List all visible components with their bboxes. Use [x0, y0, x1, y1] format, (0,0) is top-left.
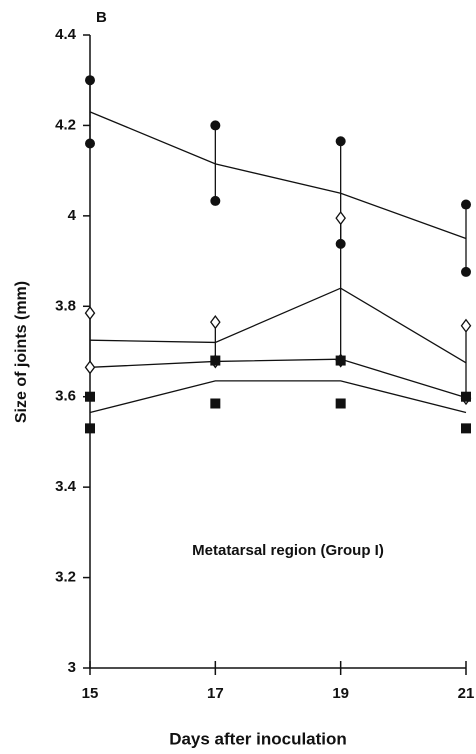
point: [210, 355, 221, 366]
series-line: [89, 380, 467, 414]
y-tick-label: 3.4: [55, 478, 77, 495]
annotation: Metatarsal region (Group I): [192, 542, 384, 559]
point: [210, 315, 221, 330]
y-tick-label: 3.8: [55, 297, 76, 314]
point: [210, 195, 221, 206]
x-tick-label: 17: [207, 685, 224, 702]
point: [335, 211, 346, 226]
point: [210, 398, 221, 409]
x-tick-label: 15: [82, 685, 99, 702]
y-tick-label: 3.2: [55, 569, 76, 586]
point: [461, 391, 471, 402]
series-line: [89, 287, 467, 364]
y-tick-label: 4: [68, 207, 77, 224]
point: [335, 398, 346, 409]
point: [85, 138, 95, 149]
point: [210, 120, 221, 131]
point: [461, 199, 471, 210]
point: [85, 75, 95, 86]
panel-label: B: [96, 9, 107, 26]
y-tick-label: 4.2: [55, 116, 76, 133]
y-tick-label: 3.6: [55, 388, 76, 405]
point: [461, 423, 471, 434]
point: [84, 360, 96, 375]
point: [85, 391, 95, 402]
x-tick-label: 19: [332, 685, 349, 702]
point: [85, 423, 95, 434]
y-axis-label: Size of joints (mm): [13, 281, 30, 423]
x-axis-label: Days after inoculation: [169, 729, 347, 748]
point: [335, 136, 346, 147]
y-tick-label: 4.4: [55, 26, 77, 43]
point: [460, 318, 472, 333]
point: [335, 355, 346, 366]
series-line: [89, 358, 467, 399]
point: [461, 266, 471, 277]
point: [84, 305, 96, 321]
series-line: [89, 111, 467, 240]
x-tick-label: 21: [458, 685, 475, 702]
y-tick-label: 3: [68, 659, 76, 676]
